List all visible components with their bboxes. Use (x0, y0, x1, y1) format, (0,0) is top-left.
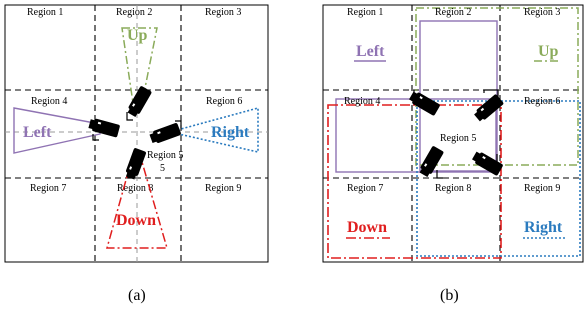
region-4-label: Region 4 (31, 96, 67, 107)
region-3-label: Region 3 (524, 7, 560, 18)
region-8-label: Region 8 (435, 183, 471, 194)
region-3-label: Region 3 (205, 7, 241, 18)
region-6-label: Region 6 (524, 96, 560, 107)
left-label: Left (356, 43, 385, 60)
down-label: Down (347, 219, 387, 236)
region-6-label: Region 6 (206, 96, 242, 107)
region-9-label: Region 9 (524, 183, 560, 194)
right-label: Right (524, 219, 563, 236)
region-9-label: Region 9 (205, 183, 241, 194)
right-label: Right (211, 124, 250, 141)
caption-a: (a) (128, 287, 146, 304)
up-label: Up (538, 43, 559, 60)
camera-icon (408, 90, 440, 116)
region-4-label: Region 4 (344, 96, 380, 107)
panel-b: Region 1 Region 2 Region 3 Region 4 Regi… (323, 5, 583, 304)
region-5-label: Region 5 (440, 133, 476, 144)
region-1-label: Region 1 (347, 7, 383, 18)
region-7-label: Region 7 (30, 183, 66, 194)
camera-icon (149, 122, 182, 144)
camera-icon (418, 145, 444, 177)
region-2-label: Region 2 (116, 7, 152, 18)
region-2-label: Region 2 (435, 7, 471, 18)
region-7-label: Region 7 (347, 183, 383, 194)
region-5-label: Region 5 (147, 150, 183, 161)
up-label: Up (127, 27, 148, 44)
panel-a: Region 1 Region 2 Region 3 Region 4 Regi… (5, 5, 268, 304)
region-1-label: Region 1 (27, 7, 63, 18)
caption-b: (b) (440, 287, 459, 304)
left-label: Left (23, 124, 52, 141)
down-label: Down (116, 212, 156, 229)
region-5-sub-label: 5 (160, 163, 165, 174)
camera-icon (473, 94, 504, 123)
